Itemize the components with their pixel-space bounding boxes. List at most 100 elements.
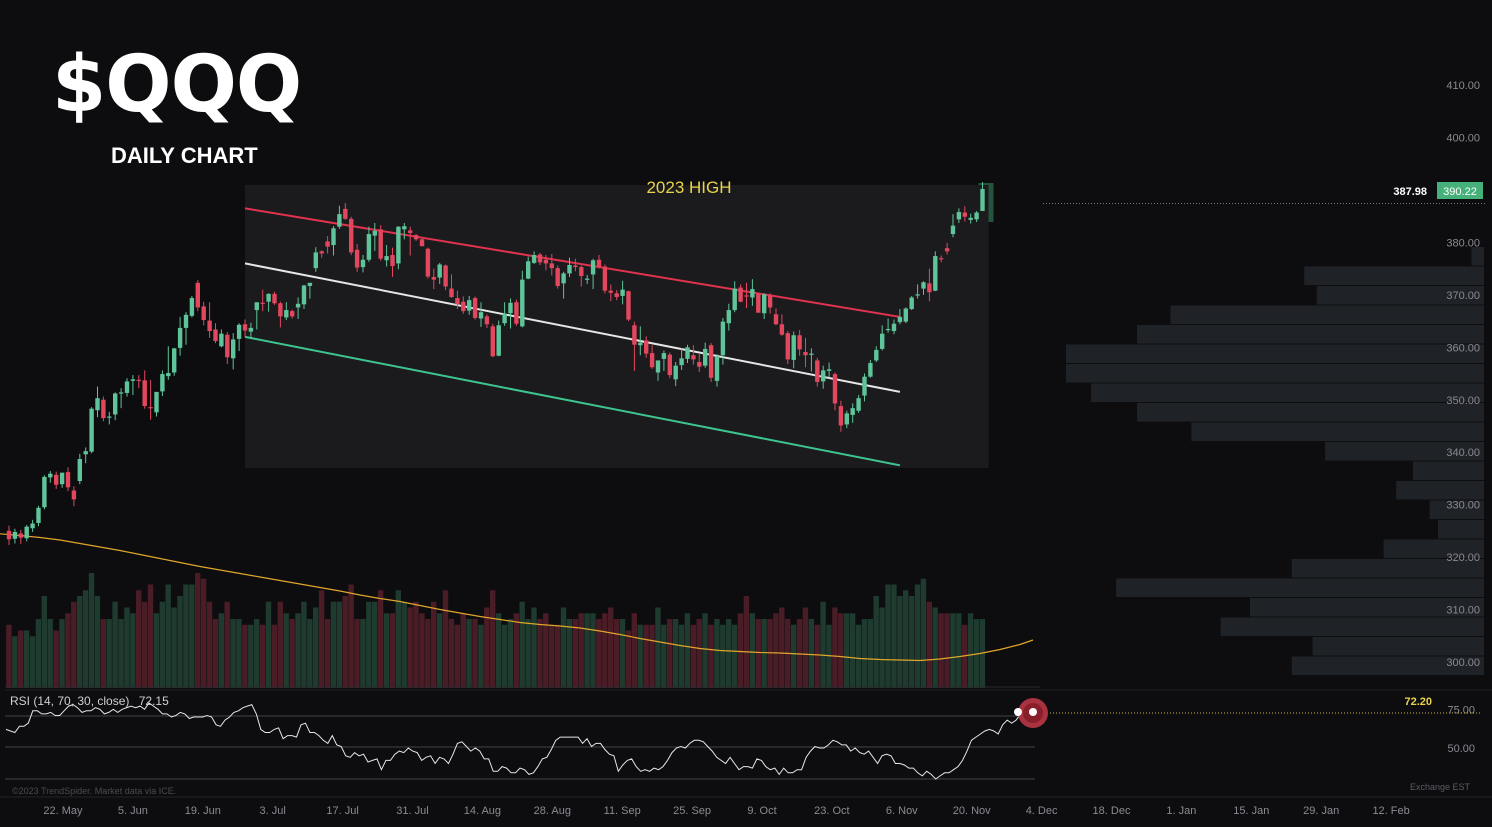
candle-body [54,474,59,485]
candle-body [750,289,755,298]
candle-body [608,290,613,293]
volume-bar [790,624,797,688]
candle-body [868,363,873,377]
price-tick: 360.00 [1446,342,1480,354]
candle-body [844,413,849,425]
volume-bar [920,578,927,688]
volume-bar [779,607,785,688]
profile-bar [1412,461,1484,480]
volume-bar [242,624,248,688]
candle-body [366,234,372,260]
candle-body [732,288,737,311]
volume-bar [236,619,242,688]
volume-bar [383,613,390,688]
candle-body [354,249,360,268]
candle-body [390,255,395,267]
candle-body [154,391,159,413]
candle-body [113,393,118,415]
date-tick: 4. Dec [1026,805,1058,817]
candle-body [974,212,979,220]
candle-body [236,324,242,339]
volume-bar [814,624,820,688]
rsi-params: RSI (14, 70, 30, close) [10,694,130,708]
candle-body [248,327,254,332]
date-tick: 17. Jul [326,805,358,817]
volume-bar [147,584,154,688]
volume-bar [944,613,950,688]
candle-body [767,295,773,308]
volume-bar [289,619,295,688]
volume-bar [53,630,59,688]
data-credit: ©2023 TrendSpider. Market data via ICE. [12,786,177,796]
candle-body [549,263,554,269]
volume-bar [47,619,53,688]
candle-body [484,316,490,325]
volume-bar [401,601,407,688]
profile-bar [1438,520,1484,539]
candle-body [242,324,248,331]
date-tick: 22. May [43,805,83,817]
candle-body [756,293,761,313]
date-tick: 9. Oct [747,805,776,817]
candle-body [620,289,625,296]
volume-bar [844,613,850,688]
candle-body [284,310,289,318]
candle-body [272,293,277,304]
candle-body [30,523,35,529]
volume-bar [218,613,224,688]
candle-body [142,380,147,407]
volume-bar [35,619,42,688]
candle-body [832,374,838,404]
volume-bar [318,590,325,688]
date-tick: 12. Feb [1372,805,1409,817]
volume-bar [590,613,596,688]
volume-bar [436,613,443,688]
price-tick: 370.00 [1446,290,1480,302]
volume-bar [23,630,30,688]
candle-body [874,349,879,361]
profile-bar [1396,481,1484,500]
candle-body [360,259,366,268]
candle-body [195,282,200,308]
candle-body [372,230,377,236]
volume-bar [354,619,360,688]
volume-bar [94,596,101,688]
volume-bar [849,613,856,688]
volume-bar [324,619,331,688]
volume-bar [932,607,938,688]
candle-body [160,374,165,392]
volume-bar [513,613,519,688]
volume-bar [212,619,219,688]
volume-bar [283,613,289,688]
profile-bar [1091,383,1484,402]
profile-bar [1191,422,1484,441]
volume-bar [348,584,354,688]
volume-bar [956,613,962,688]
candle-body [596,259,602,268]
ticker-title: $QQQ [52,40,302,130]
candle-body [231,339,236,359]
candle-body [189,298,195,316]
volume-bar [631,613,637,688]
candle-body [856,398,861,411]
date-tick: 5. Jun [118,805,148,817]
volume-bar [914,584,921,688]
volume-bar [826,624,832,688]
price-tick: 340.00 [1446,447,1480,459]
candle-body [307,282,313,286]
candle-body [691,355,696,360]
candle-body [962,212,967,217]
candle-body [673,365,678,380]
volume-bar [761,619,767,688]
candle-body [207,320,212,332]
rsi-line [5,702,1035,780]
volume-bar [596,619,602,688]
trend-channel [244,207,901,467]
volume-bar [71,601,77,688]
volume-bar [908,596,915,688]
candle-body [815,360,820,382]
date-tick: 29. Jan [1303,805,1339,817]
volume-bar [950,613,956,688]
volume-bar [301,601,307,688]
volume-bars [5,573,1040,688]
